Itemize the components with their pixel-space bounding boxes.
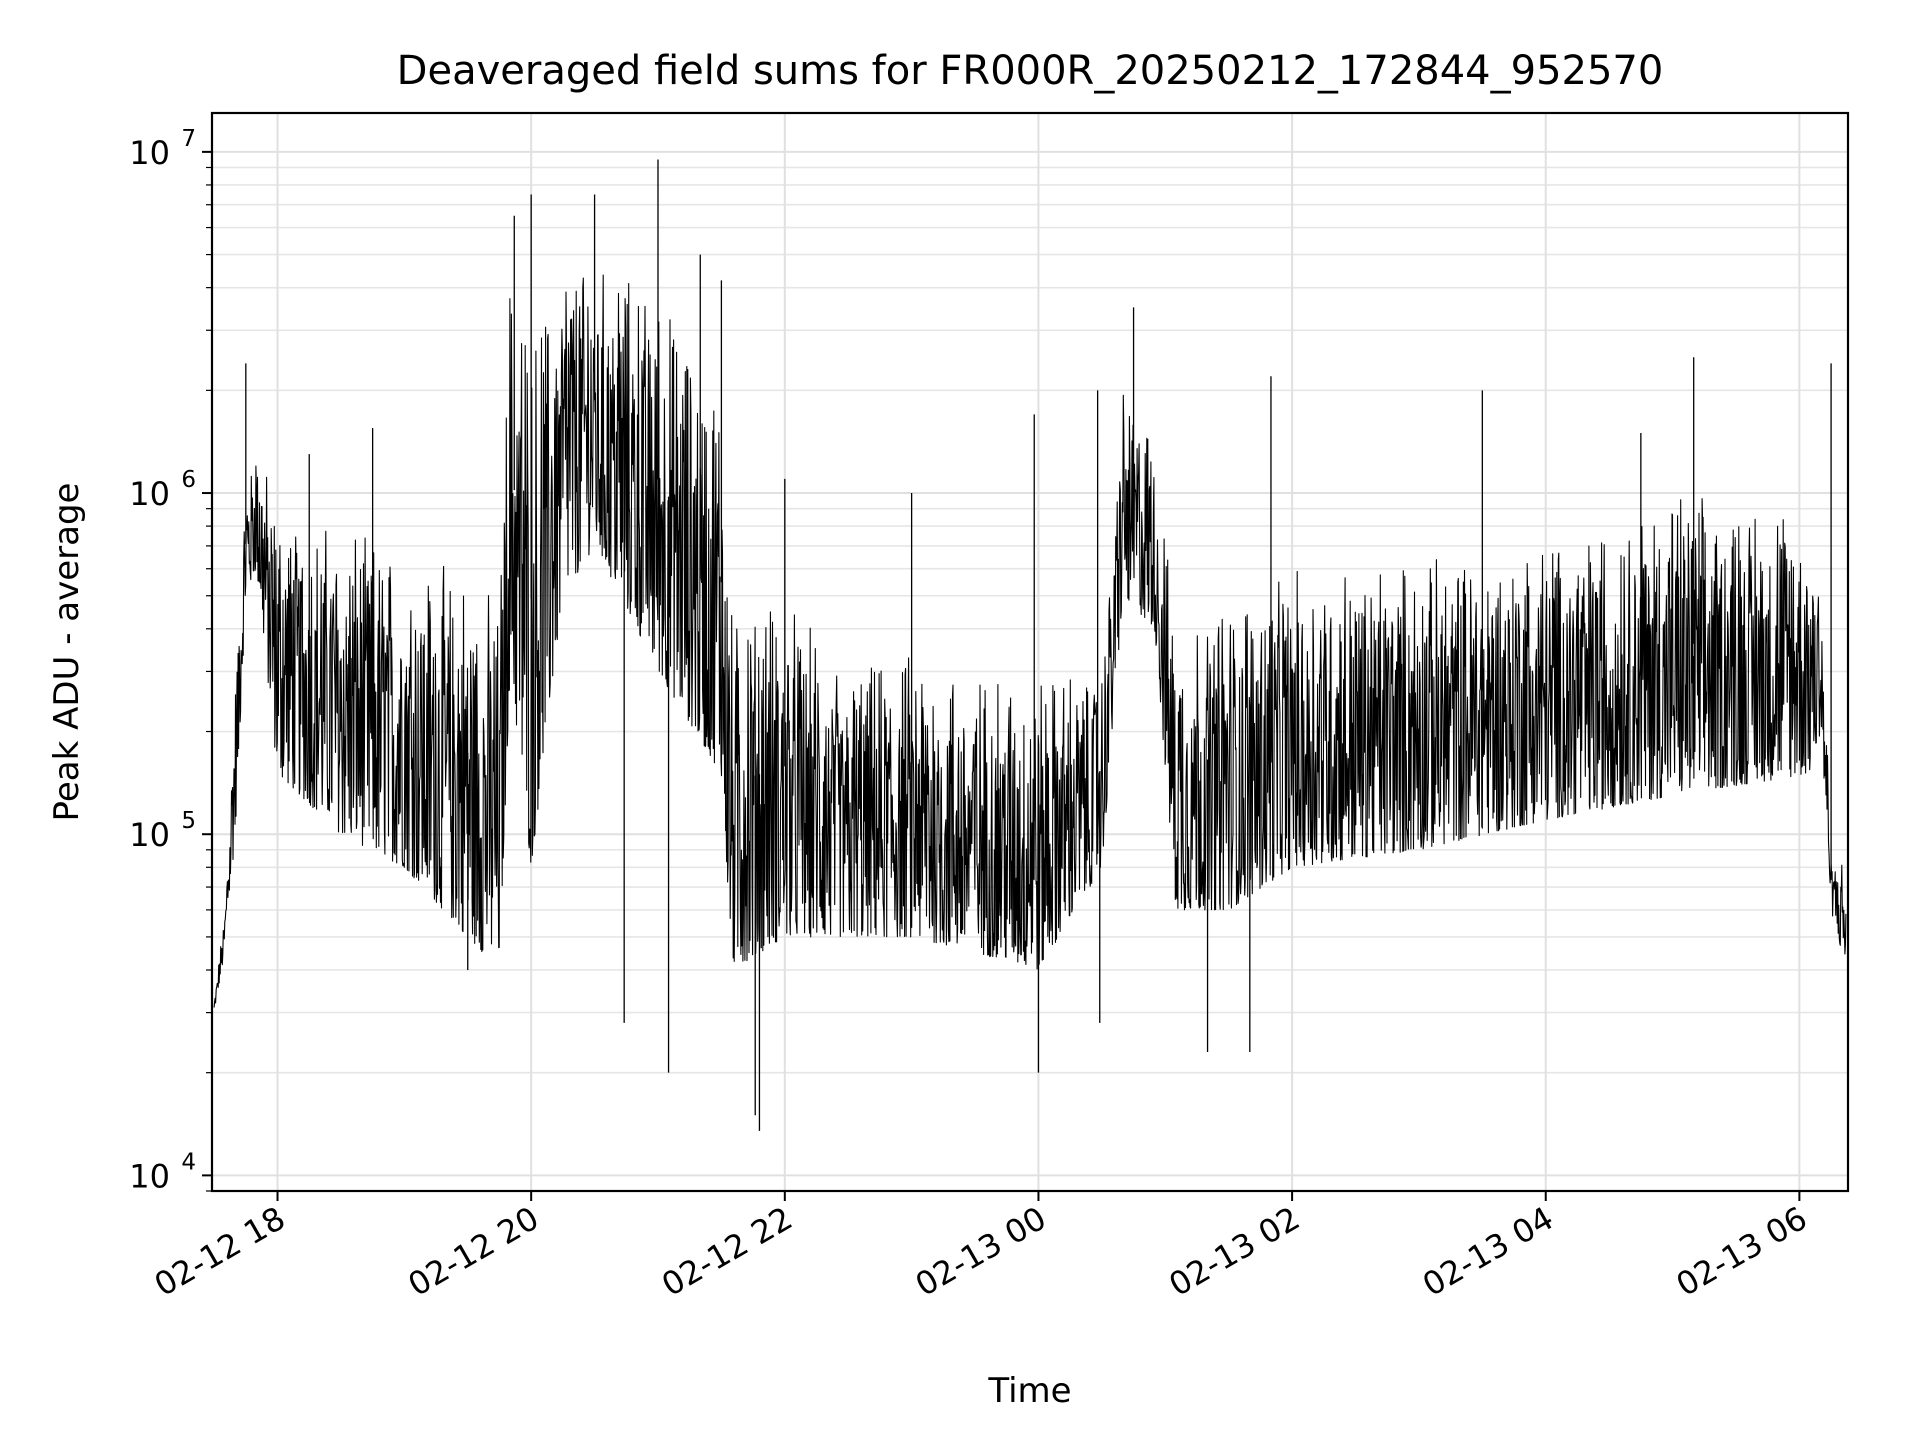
- grid-lines: [212, 113, 1848, 1192]
- y-tick-exponent: 7: [181, 126, 196, 152]
- plot-frame: [210, 111, 1850, 1193]
- y-tick-label: 10: [129, 816, 170, 854]
- x-axis-label: Time: [987, 1371, 1071, 1411]
- y-tick-exponent: 4: [181, 1149, 196, 1175]
- y-tick-exponent: 6: [181, 467, 196, 493]
- y-tick-label: 10: [129, 134, 170, 172]
- y-tick-label: 10: [129, 1157, 170, 1195]
- y-axis: 10 4 10 5 10 6 10 7: [129, 126, 212, 1195]
- series-line: [213, 274, 1847, 1008]
- series-layer: [213, 159, 1847, 1131]
- y-tick-label: 10: [129, 475, 170, 513]
- y-axis-label: Peak ADU - average: [47, 483, 87, 822]
- chart-title: Deaveraged field sums for FR000R_2025021…: [397, 48, 1664, 94]
- y-tick-exponent: 5: [181, 808, 196, 834]
